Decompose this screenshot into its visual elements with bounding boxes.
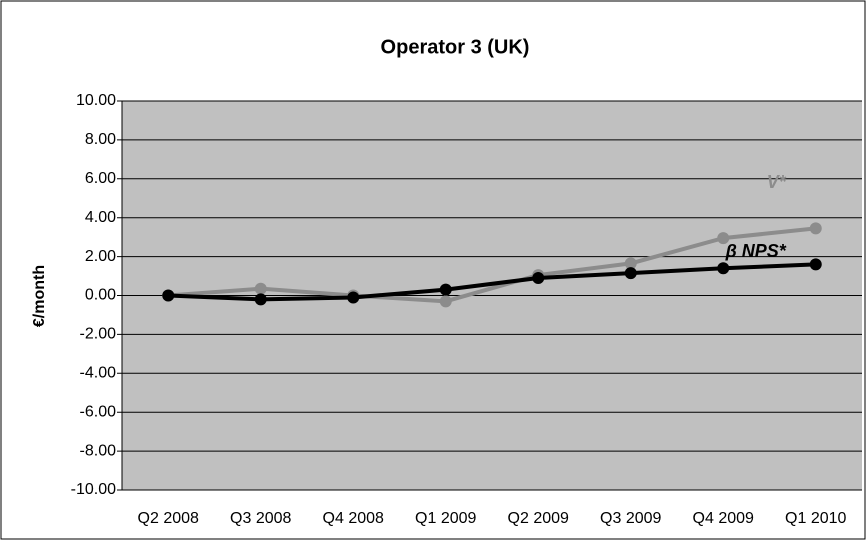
- y-tick-label: -2.00: [80, 326, 117, 343]
- x-tick-label: Q4 2009: [693, 510, 754, 527]
- data-point: [439, 295, 452, 308]
- x-tick-label: Q4 2008: [323, 510, 384, 527]
- y-tick-label: -8.00: [80, 442, 117, 459]
- data-point: [532, 271, 545, 284]
- series-label: β NPS*: [725, 241, 787, 261]
- y-tick-label: -10.00: [71, 481, 116, 498]
- data-point: [624, 267, 637, 280]
- series-label: V*: [767, 172, 787, 192]
- data-point: [809, 222, 822, 235]
- data-point: [717, 262, 730, 275]
- data-point: [624, 257, 637, 270]
- series-line: [168, 226, 816, 304]
- y-tick-label: -6.00: [80, 403, 117, 420]
- data-point: [809, 258, 822, 271]
- x-tick-label: Q1 2009: [415, 510, 476, 527]
- x-tick-label: Q2 2009: [508, 510, 569, 527]
- x-tick-label: Q3 2009: [600, 510, 661, 527]
- data-point: [347, 291, 360, 304]
- chart-title: Operator 3 (UK): [381, 36, 530, 58]
- y-tick-label: 0.00: [85, 287, 116, 304]
- series-line: [168, 262, 816, 302]
- data-point: [162, 289, 175, 302]
- x-tick-label: Q2 2008: [138, 510, 199, 527]
- data-point: [254, 282, 267, 295]
- y-tick-label: -4.00: [80, 365, 117, 382]
- y-tick-label: 8.00: [85, 131, 116, 148]
- y-axis-label: €/month: [31, 265, 48, 327]
- x-tick-label: Q3 2008: [230, 510, 291, 527]
- data-point: [717, 232, 730, 245]
- y-tick-label: 6.00: [85, 170, 116, 187]
- data-point: [439, 283, 452, 296]
- y-tick-label: 2.00: [85, 248, 116, 265]
- y-tick-label: 10.00: [76, 92, 116, 109]
- x-tick-label: Q1 2010: [785, 510, 846, 527]
- y-tick-label: 4.00: [85, 209, 116, 226]
- data-point: [254, 293, 267, 306]
